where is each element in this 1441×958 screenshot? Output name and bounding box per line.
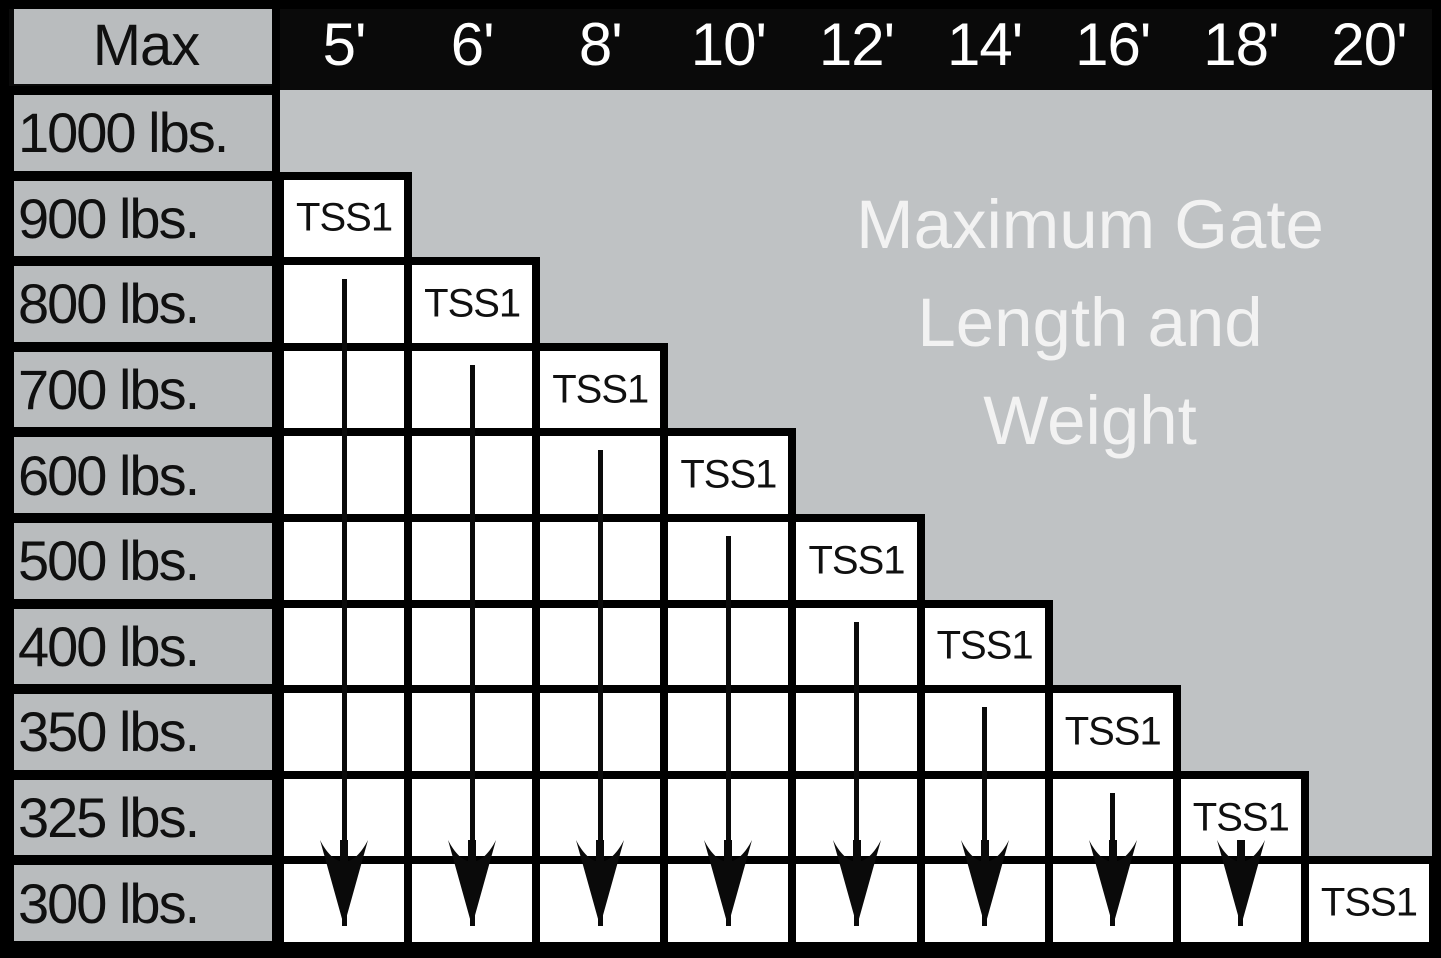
rating-cell-label: TSS1 xyxy=(296,195,393,240)
rating-cell-label: TSS1 xyxy=(1320,880,1418,925)
arrow-head-12' xyxy=(832,840,881,926)
grid-vline-3 xyxy=(660,342,669,950)
rating-cell-label: TSS1 xyxy=(1064,709,1162,754)
rating-cell-marked[interactable]: TSS1 xyxy=(668,436,789,514)
label-hline-1 xyxy=(0,171,280,180)
grid-vline-2 xyxy=(532,257,541,950)
label-hline-7 xyxy=(0,685,280,694)
grid-vline-0 xyxy=(276,171,284,950)
row-header-2: 800 lbs. xyxy=(14,266,278,342)
arrow-head-18' xyxy=(1216,840,1265,926)
rating-cell-marked[interactable]: TSS1 xyxy=(1308,864,1429,942)
arrow-head-10' xyxy=(704,840,753,926)
column-header-5: 14' xyxy=(947,11,1023,78)
rating-cell-marked[interactable]: TSS1 xyxy=(1052,693,1173,771)
arrow-head-5' xyxy=(320,840,369,926)
rating-cell-label: TSS1 xyxy=(1192,795,1290,840)
arrow-shaft-14' xyxy=(982,707,988,926)
grid-vline-1 xyxy=(404,171,413,950)
row-header-8: 325 lbs. xyxy=(14,779,278,856)
arrow-shaft-10' xyxy=(725,536,731,926)
rating-cell-label: TSS1 xyxy=(680,452,777,497)
row-header-5: 500 lbs. xyxy=(14,523,278,599)
chart-title: Maximum Gate Length and Weight xyxy=(760,176,1420,470)
row-header-9: 300 lbs. xyxy=(14,865,278,941)
label-hline-6 xyxy=(0,599,280,608)
chart-title-line-1: Maximum Gate xyxy=(856,186,1324,263)
rating-cell-label: TSS1 xyxy=(424,281,521,326)
arrow-head-6' xyxy=(448,840,497,926)
arrow-head-14' xyxy=(960,840,1009,926)
grid-vline-7 xyxy=(1172,685,1181,950)
column-header-7: 18' xyxy=(1203,11,1279,78)
rating-cell-marked[interactable]: TSS1 xyxy=(412,265,533,343)
arrow-shaft-6' xyxy=(469,364,475,926)
column-header-3: 10' xyxy=(690,11,767,78)
chart-title-line-2: Length and xyxy=(917,284,1263,361)
corner-label-max: Max xyxy=(14,8,278,84)
chart-title-line-3: Weight xyxy=(983,382,1197,459)
arrow-shaft-12' xyxy=(854,621,859,926)
arrow-head-16' xyxy=(1088,840,1137,926)
column-header-2: 8' xyxy=(578,11,623,78)
column-header-6: 16' xyxy=(1075,11,1151,78)
rating-cell-label: TSS1 xyxy=(552,367,649,412)
row-header-6: 400 lbs. xyxy=(14,608,278,685)
grid-hline-1 xyxy=(280,171,409,180)
grid-vline-9 xyxy=(1429,856,1437,950)
rating-cell-marked[interactable]: TSS1 xyxy=(796,522,917,600)
rating-cell-label: TSS1 xyxy=(808,538,905,583)
column-header-8: 20' xyxy=(1331,11,1407,78)
grid-vline-6 xyxy=(1044,599,1053,950)
rating-cell-marked[interactable]: TSS1 xyxy=(540,350,661,429)
label-hline-8 xyxy=(0,770,280,779)
label-hline-9 xyxy=(0,856,280,865)
rating-cell-label: TSS1 xyxy=(936,623,1034,668)
grid-vline-label-column xyxy=(272,0,280,954)
row-header-0: 1000 lbs. xyxy=(14,95,278,171)
grid-vline-4 xyxy=(788,428,797,950)
grid-hline-3 xyxy=(280,342,665,351)
row-header-1: 900 lbs. xyxy=(14,180,278,257)
row-header-3: 700 lbs. xyxy=(14,351,278,428)
rating-cell-marked[interactable]: TSS1 xyxy=(924,607,1045,686)
grid-vline-8 xyxy=(1300,770,1309,950)
column-header-0: 5' xyxy=(322,11,367,78)
column-header-1: 6' xyxy=(450,11,495,78)
label-hline-10 xyxy=(0,942,280,950)
rating-cell-marked[interactable]: TSS1 xyxy=(284,179,405,258)
grid-vline-5 xyxy=(916,514,925,950)
arrow-shaft-5' xyxy=(341,279,347,926)
row-header-4: 600 lbs. xyxy=(14,437,278,513)
label-hline-2 xyxy=(0,257,280,266)
column-header-4: 12' xyxy=(818,11,895,78)
grid-hline-10 xyxy=(280,942,1433,950)
label-hline-5 xyxy=(0,514,280,522)
arrow-head-8' xyxy=(576,840,625,926)
row-header-7: 350 lbs. xyxy=(14,694,278,770)
label-hline-4 xyxy=(0,428,280,437)
arrow-shaft-8' xyxy=(597,450,603,926)
label-hline-3 xyxy=(0,342,280,351)
label-hline-0 xyxy=(0,86,280,94)
